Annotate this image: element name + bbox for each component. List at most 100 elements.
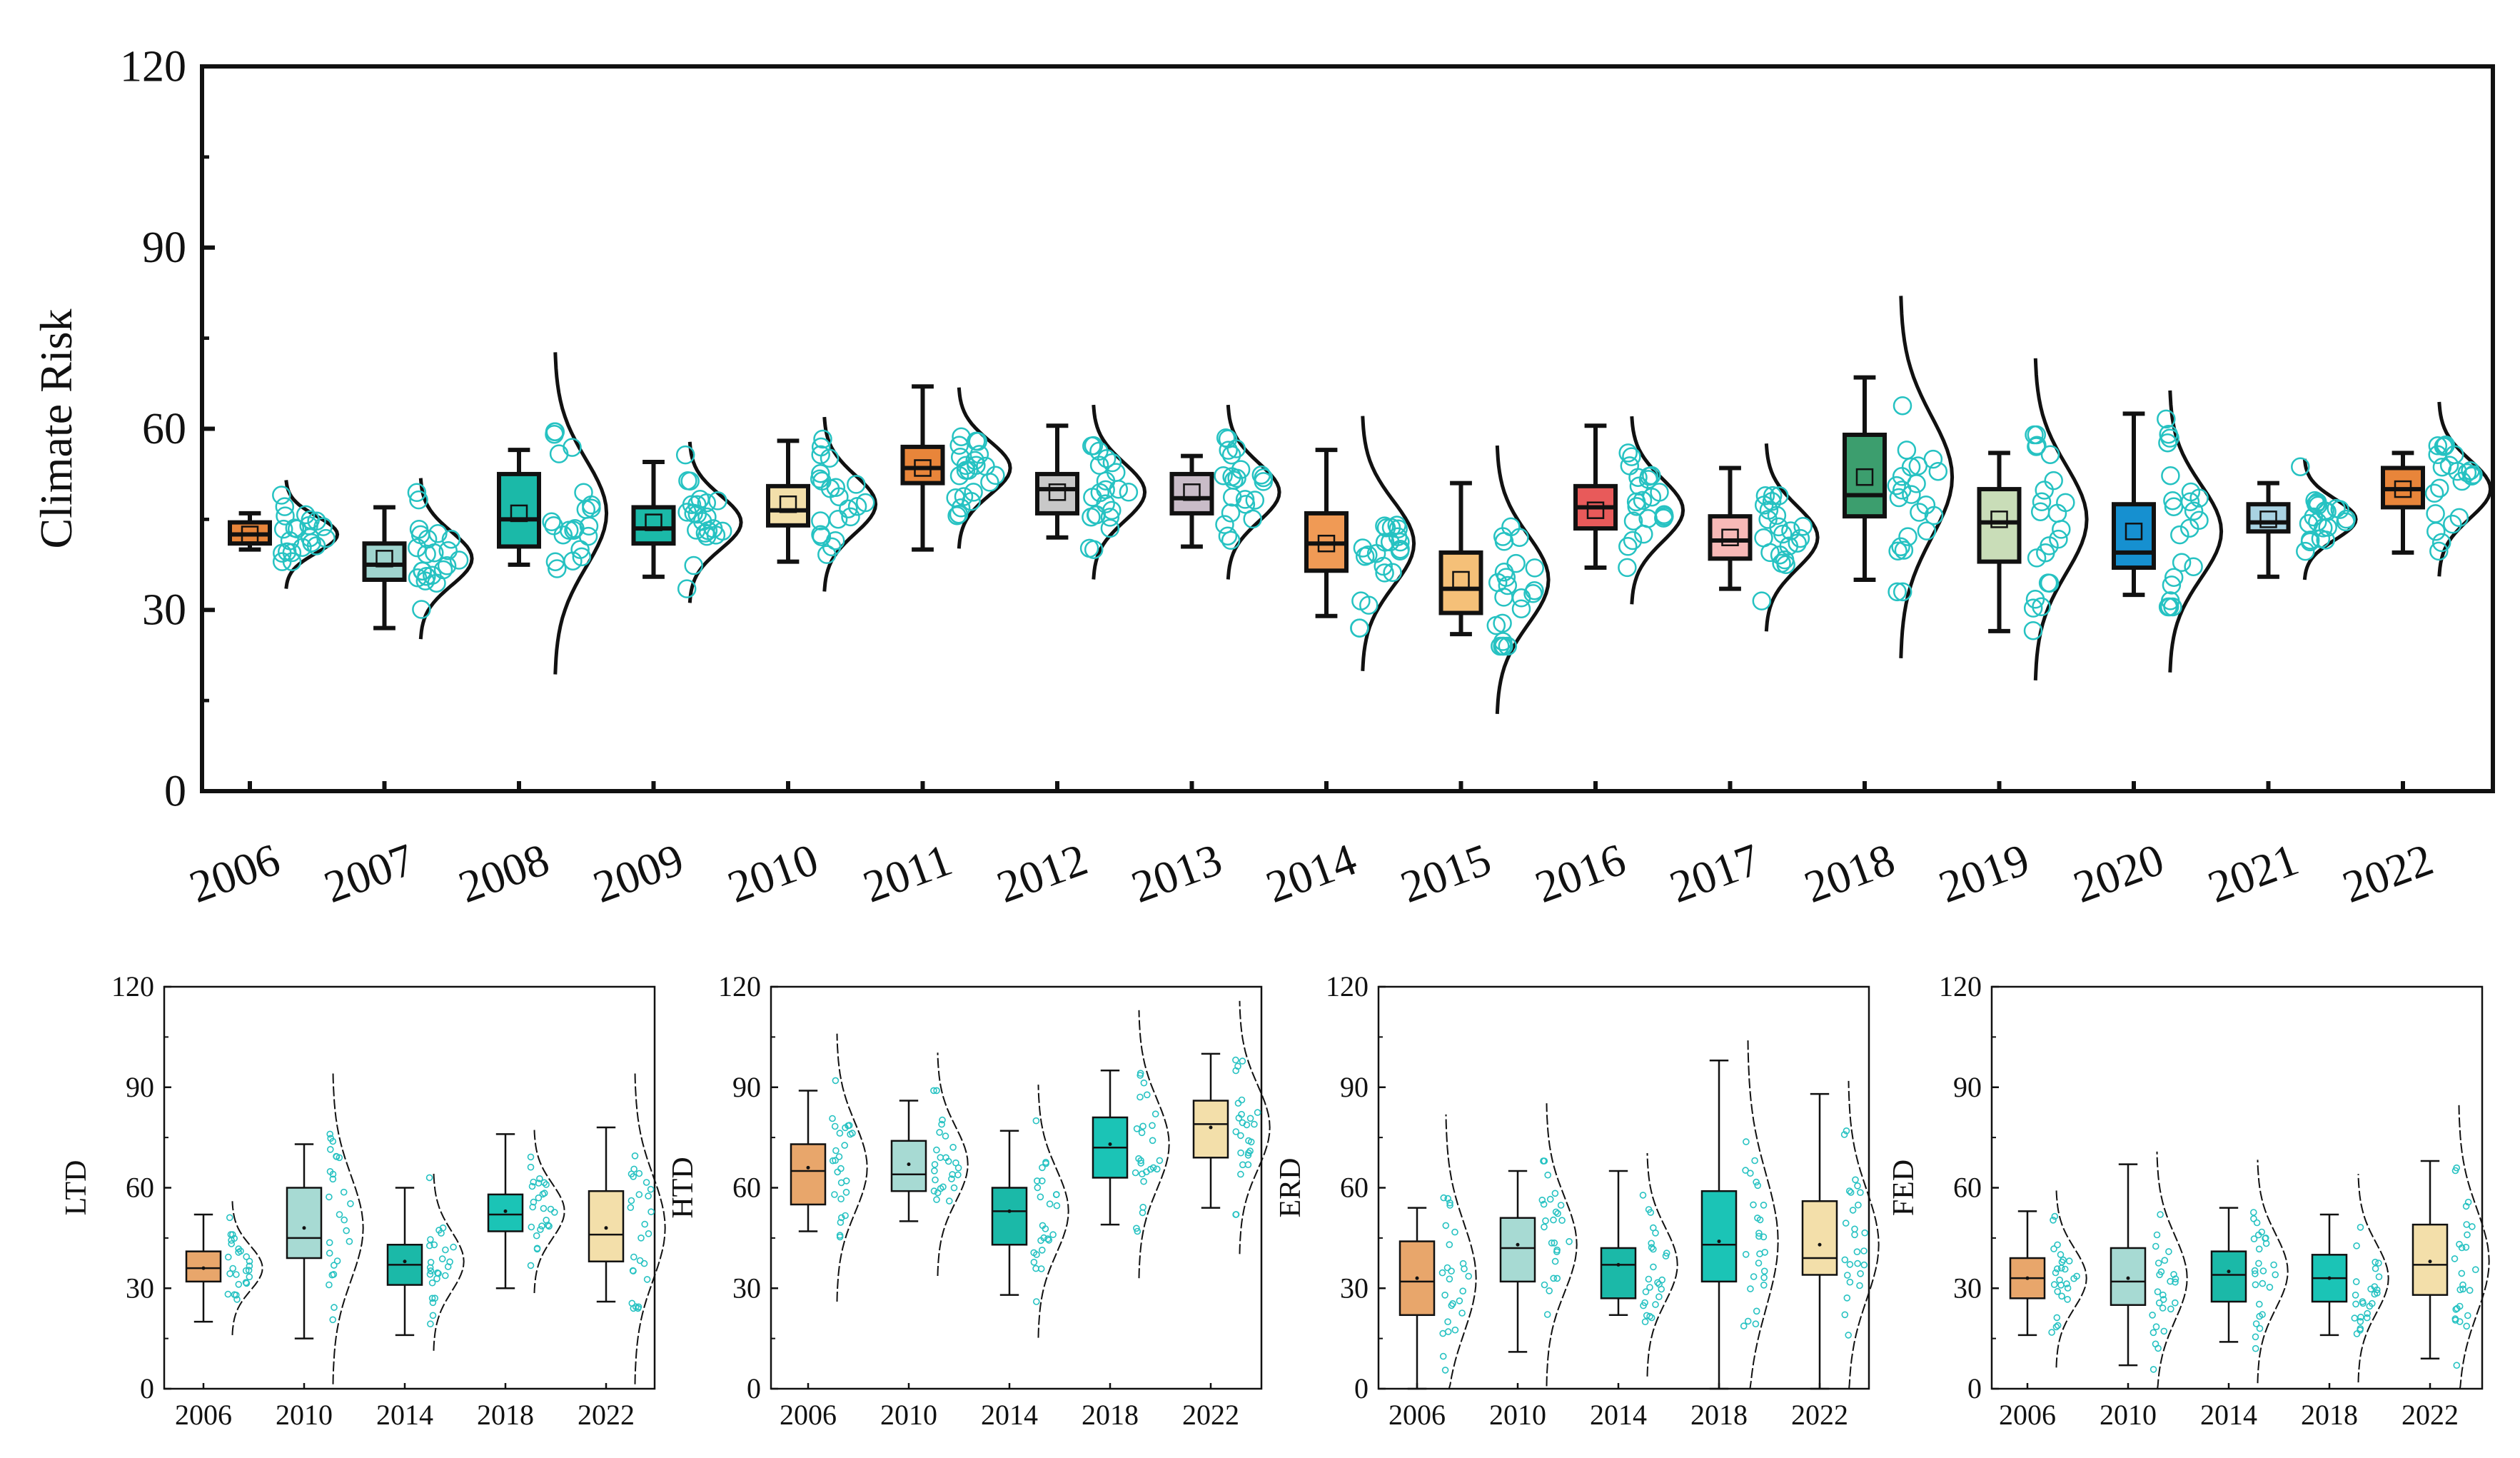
data-point	[2027, 425, 2047, 445]
data-point	[530, 1198, 538, 1206]
data-point	[2255, 1260, 2262, 1267]
data-point	[582, 495, 601, 515]
data-point	[229, 1265, 237, 1272]
data-point	[1082, 507, 1101, 527]
data-point	[1238, 1096, 1246, 1104]
distribution-curve	[634, 1071, 666, 1384]
data-point	[1032, 1265, 1039, 1272]
data-point	[2255, 1245, 2263, 1253]
data-point	[949, 1144, 957, 1151]
data-point	[1755, 1232, 1763, 1240]
data-point	[637, 1235, 645, 1242]
data-point	[1136, 1072, 1144, 1079]
data-point	[296, 505, 316, 525]
data-point	[1254, 472, 1274, 491]
data-point	[1486, 615, 1506, 635]
data-point	[949, 436, 969, 455]
mean-marker	[1717, 1240, 1721, 1244]
data-point	[2430, 478, 2449, 498]
data-point	[574, 483, 593, 502]
data-point	[2025, 590, 2045, 609]
data-point	[642, 1179, 650, 1186]
data-point	[1557, 1202, 1565, 1209]
box	[991, 1187, 1028, 1246]
data-point	[692, 511, 712, 531]
data-point	[1650, 1245, 1657, 1253]
data-point	[837, 1179, 845, 1187]
data-point	[949, 504, 969, 524]
data-point	[934, 1189, 942, 1197]
data-point	[343, 1227, 351, 1235]
y-axis-title: FED	[1888, 1160, 1920, 1216]
data-point	[1650, 1263, 1657, 1271]
data-point	[1042, 1225, 1049, 1232]
data-point	[1754, 1182, 1761, 1190]
data-point	[2164, 568, 2184, 587]
y-tick-label: 30	[732, 1272, 761, 1304]
data-point	[1140, 1079, 1148, 1087]
mean-marker	[604, 1226, 608, 1230]
data-point	[1441, 1292, 1448, 1299]
data-point	[1140, 1177, 1147, 1185]
distribution-curve	[1495, 445, 1551, 715]
distribution-curve	[2156, 1151, 2188, 1389]
data-point	[837, 1165, 845, 1172]
data-point	[1446, 1202, 1453, 1209]
data-point	[1841, 1256, 1849, 1264]
y-tick-label: 120	[1326, 970, 1369, 1002]
distribution-curve	[1630, 416, 1685, 605]
data-point	[2464, 1312, 2471, 1319]
data-point	[1543, 1311, 1551, 1318]
data-point	[837, 1219, 845, 1226]
data-point	[1037, 1265, 1045, 1272]
y-tick-label: 120	[1939, 970, 1982, 1002]
data-point	[1853, 1248, 1861, 1255]
distribution-curve	[2357, 1174, 2389, 1383]
y-tick-label: 0	[1967, 1372, 1982, 1404]
data-point	[2058, 1258, 2066, 1266]
x-tick-label: 2013	[1125, 834, 1229, 912]
data-point	[2357, 1224, 2364, 1231]
data-point	[545, 424, 564, 444]
data-point	[2154, 1288, 2162, 1295]
data-point	[1136, 1093, 1144, 1101]
data-point	[550, 1209, 558, 1216]
data-point	[449, 550, 469, 570]
data-point	[1553, 1275, 1561, 1282]
data-point	[326, 1168, 334, 1175]
y-tick-label: 120	[111, 970, 154, 1002]
data-point	[1646, 1284, 1653, 1291]
data-point	[1244, 1152, 1252, 1159]
distribution-curve	[1848, 1080, 1880, 1389]
distribution-curve	[2458, 1105, 2490, 1389]
mean-marker	[1855, 468, 1874, 486]
x-tick-label: 2010	[880, 1399, 937, 1431]
x-tick-label: 2006	[1388, 1399, 1446, 1431]
data-point	[272, 552, 292, 571]
data-point	[232, 1292, 240, 1299]
x-tick-label: 2022	[2336, 834, 2439, 912]
data-point	[1898, 527, 1917, 546]
data-point	[1763, 486, 1783, 506]
data-point	[1851, 1231, 1858, 1239]
data-point	[1888, 582, 1907, 602]
mean-marker	[1616, 1262, 1621, 1267]
data-point	[2461, 461, 2480, 481]
data-point	[2054, 1322, 2062, 1329]
data-point	[528, 1223, 535, 1231]
data-point	[2064, 1296, 2071, 1303]
data-point	[2458, 1244, 2466, 1252]
data-point	[1923, 449, 1943, 469]
data-point	[2300, 532, 2320, 552]
data-point	[1626, 492, 1646, 512]
data-point	[947, 506, 967, 526]
data-point	[2052, 1323, 2060, 1331]
mean-marker	[1818, 1242, 1822, 1247]
data-point	[2149, 1366, 2157, 1373]
data-point	[437, 556, 457, 575]
data-point	[438, 541, 458, 560]
data-point	[1775, 550, 1795, 570]
data-point	[1493, 632, 1513, 651]
data-point	[2464, 1231, 2471, 1239]
data-point	[1144, 1091, 1151, 1099]
